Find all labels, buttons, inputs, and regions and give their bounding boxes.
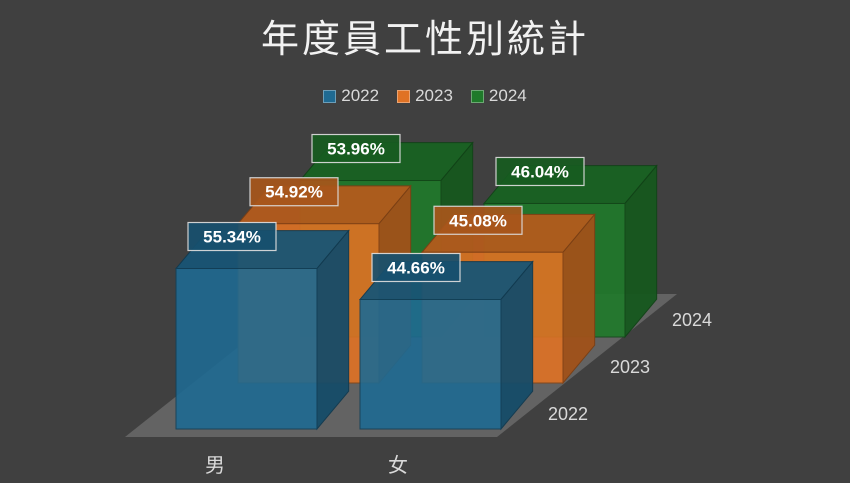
bar-front-face [359, 298, 502, 430]
data-label-2024-female: 46.04% [511, 162, 569, 181]
depth-axis-label-2024: 2024 [672, 310, 712, 330]
data-label-2023-female: 45.08% [449, 211, 507, 230]
depth-axis-label-2023: 2023 [610, 357, 650, 377]
legend-swatch-2024 [470, 89, 484, 103]
legend-swatch-2023 [397, 89, 411, 103]
category-label-male: 男 [205, 453, 225, 477]
data-label-box [433, 205, 523, 235]
data-label-2022-male: 55.34% [203, 228, 261, 247]
data-label-box [371, 252, 461, 283]
legend-item-2023[interactable]: 2023 [397, 86, 453, 106]
data-label-box [249, 177, 339, 207]
data-label-2024-male: 53.96% [327, 140, 385, 159]
data-label-2022-female: 44.66% [387, 258, 445, 277]
bar-2022-male: 55.34% [174, 221, 350, 431]
bar-2022-female: 44.66% [358, 252, 534, 431]
legend-item-2022[interactable]: 2022 [323, 86, 379, 106]
data-label-box [187, 221, 277, 252]
legend-swatch-2022 [323, 89, 337, 103]
data-label-2023-male: 54.92% [265, 183, 323, 202]
chart-title: 年度員工性別統計 [260, 17, 589, 61]
data-label-box [311, 133, 401, 164]
category-label-female: 女 [388, 453, 408, 477]
bar-front-face [175, 268, 318, 430]
legend-label-2022: 2022 [341, 86, 380, 105]
legend-label-2024: 2024 [488, 86, 527, 105]
legend-item-2024[interactable]: 2024 [470, 86, 527, 106]
data-label-box [495, 156, 585, 187]
depth-axis-label-2022: 2022 [548, 404, 588, 424]
legend: 2022 2023 2024 [0, 86, 850, 106]
legend-label-2023: 2023 [415, 86, 453, 105]
